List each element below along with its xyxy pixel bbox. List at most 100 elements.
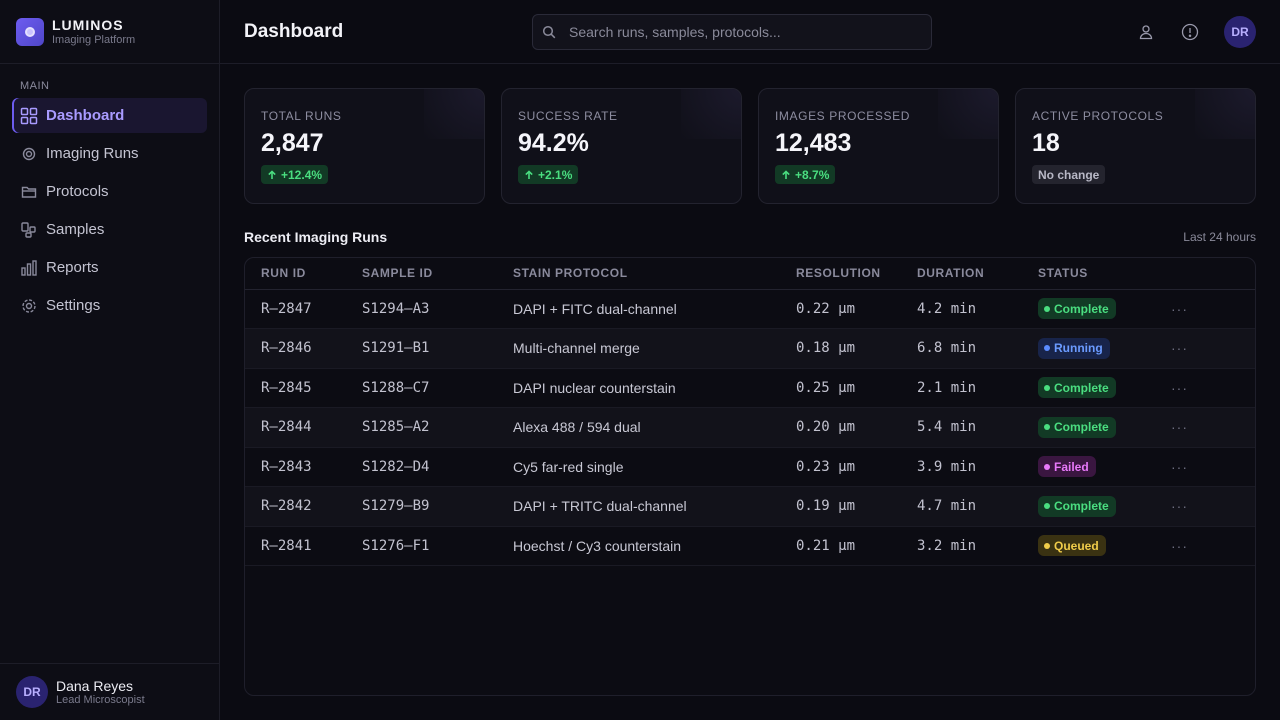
duration-cell: 5.4 min [917,419,977,436]
column-header[interactable]: DURATION [917,266,985,281]
stain-protocol-cell: Hoechst / Cy3 counterstain [513,537,682,554]
column-header-actions [1155,258,1255,289]
sidebar-item-label: Dashboard [46,107,125,124]
column-header[interactable]: RESOLUTION [796,266,881,281]
more-options-icon[interactable]: ··· [1171,537,1188,554]
header-avatar[interactable]: DR [1224,16,1256,48]
sidebar-item-reports[interactable]: Reports [12,250,207,285]
nav-section-label: MAIN [20,80,50,92]
stat-label: SUCCESS RATE [518,109,618,123]
stain-protocol-cell: Cy5 far-red single [513,458,624,475]
alerts-button[interactable] [1180,22,1200,42]
column-header[interactable]: SAMPLE ID [362,266,433,281]
brand-name: LUMINOS [52,16,124,33]
user-button[interactable] [1136,22,1156,42]
status-cell: Failed [1022,447,1155,487]
stat-label: TOTAL RUNS [261,109,342,123]
row-actions-cell: ··· [1155,368,1255,408]
duration-cell: 4.2 min [917,300,977,317]
stat-card-active-protocols[interactable]: ACTIVE PROTOCOLS 18 No change [1015,88,1256,204]
sidebar-item-label: Settings [46,297,101,314]
table-row[interactable]: R–2846 S1291–B1 Multi-channel merge 0.18 µm… [245,328,1255,369]
sidebar-item-protocols[interactable]: Protocols [12,174,207,209]
sidebar-divider [0,63,219,64]
column-header[interactable]: STATUS [1038,266,1088,281]
status-cell: Running [1022,329,1155,369]
status-dot-icon [1044,305,1050,312]
stat-delta-text: No change [1038,167,1100,182]
search-box[interactable] [532,14,932,50]
search-icon [542,25,556,39]
table-body: R–2847 S1294–A3 DAPI + FITC dual-channel 0.… [245,289,1255,566]
row-actions-cell: ··· [1155,447,1255,487]
arrow-up-icon [525,169,533,179]
more-options-icon[interactable]: ··· [1171,340,1188,357]
more-options-icon[interactable]: ··· [1171,458,1188,475]
resolution-cell: 0.21 µm [796,537,856,554]
duration-cell: 4.7 min [917,498,977,515]
row-actions-cell: ··· [1155,329,1255,369]
table-row[interactable]: R–2845 S1288–C7 DAPI nuclear counterstain 0… [245,368,1255,408]
arrow-up-icon [268,169,276,179]
sidebar-item-imaging-runs[interactable]: Imaging Runs [12,136,207,171]
status-text: Complete [1054,301,1109,316]
table-header-row: RUN ID SAMPLE ID STAIN PROTOCOL RESOLUTI… [245,258,1255,289]
table-row[interactable]: R–2843 S1282–D4 Cy5 far-red single 0.23 µm 3… [245,447,1255,487]
run-id-cell: R–2845 [261,379,312,396]
table-row[interactable]: R–2842 S1279–B9 DAPI + TRITC dual-channel 0… [245,486,1255,527]
sample-id-cell: S1288–C7 [362,379,430,396]
stat-delta-badge: +8.7% [775,165,836,184]
search-input[interactable] [569,15,919,49]
duration-cell: 3.2 min [917,537,977,554]
sidebar-item-label: Imaging Runs [46,145,139,162]
time-range-label: Last 24 hours [1183,230,1256,244]
resolution-cell: 0.19 µm [796,498,856,515]
stat-card-images-processed[interactable]: IMAGES PROCESSED 12,483 +8.7% [758,88,999,204]
row-actions-cell: ··· [1155,526,1255,566]
row-actions-cell: ··· [1155,487,1255,527]
status-badge: Complete [1038,416,1116,438]
status-badge: Failed [1038,456,1096,478]
run-id-cell: R–2844 [261,419,312,436]
stat-card-success-rate[interactable]: SUCCESS RATE 94.2% +2.1% [501,88,742,204]
more-options-icon[interactable]: ··· [1171,300,1188,317]
more-options-icon[interactable]: ··· [1171,419,1188,436]
stain-protocol-cell: DAPI + TRITC dual-channel [513,498,687,515]
status-badge: Complete [1038,298,1116,320]
more-options-icon[interactable]: ··· [1171,498,1188,515]
grid-icon [20,107,38,125]
samples-icon [20,221,38,239]
user-profile[interactable]: DR Dana Reyes Lead Microscopist [0,663,219,720]
sidebar-item-dashboard[interactable]: Dashboard [12,98,207,133]
resolution-cell: 0.20 µm [796,419,856,436]
column-header[interactable]: RUN ID [261,266,306,281]
table-row[interactable]: R–2847 S1294–A3 DAPI + FITC dual-channel 0.… [245,289,1255,329]
sidebar-item-settings[interactable]: Settings [12,288,207,323]
sample-id-cell: S1276–F1 [362,537,430,554]
status-cell: Complete [1022,368,1155,408]
sidebar-nav: Dashboard Imaging Runs Protocols Samples… [12,98,207,326]
more-options-icon[interactable]: ··· [1171,379,1188,396]
sidebar-item-samples[interactable]: Samples [12,212,207,247]
status-dot-icon [1044,503,1050,510]
stat-card-total-runs[interactable]: TOTAL RUNS 2,847 +12.4% [244,88,485,204]
gear-icon [20,297,38,315]
brand-subtitle: Imaging Platform [52,33,136,46]
table-row[interactable]: R–2844 S1285–A2 Alexa 488 / 594 dual 0.20 µ… [245,407,1255,447]
top-header: Dashboard DR [220,0,1280,64]
column-header[interactable]: STAIN PROTOCOL [513,266,628,281]
brand[interactable]: LUMINOS Imaging Platform [16,17,135,47]
avatar: DR [16,676,48,708]
table-row[interactable]: R–2841 S1276–F1 Hoechst / Cy3 counterstain… [245,526,1255,566]
brand-logo-icon [16,18,44,46]
user-role: Lead Microscopist [56,693,145,706]
status-text: Failed [1054,459,1089,474]
sample-id-cell: S1279–B9 [362,498,430,515]
stain-protocol-cell: Multi-channel merge [513,340,640,357]
stat-value: 94.2% [518,129,589,157]
runs-table: RUN ID SAMPLE ID STAIN PROTOCOL RESOLUTI… [244,257,1256,696]
bar-chart-icon [20,259,38,277]
run-id-cell: R–2846 [261,340,312,357]
sample-id-cell: S1291–B1 [362,340,430,357]
user-icon [1139,25,1153,40]
